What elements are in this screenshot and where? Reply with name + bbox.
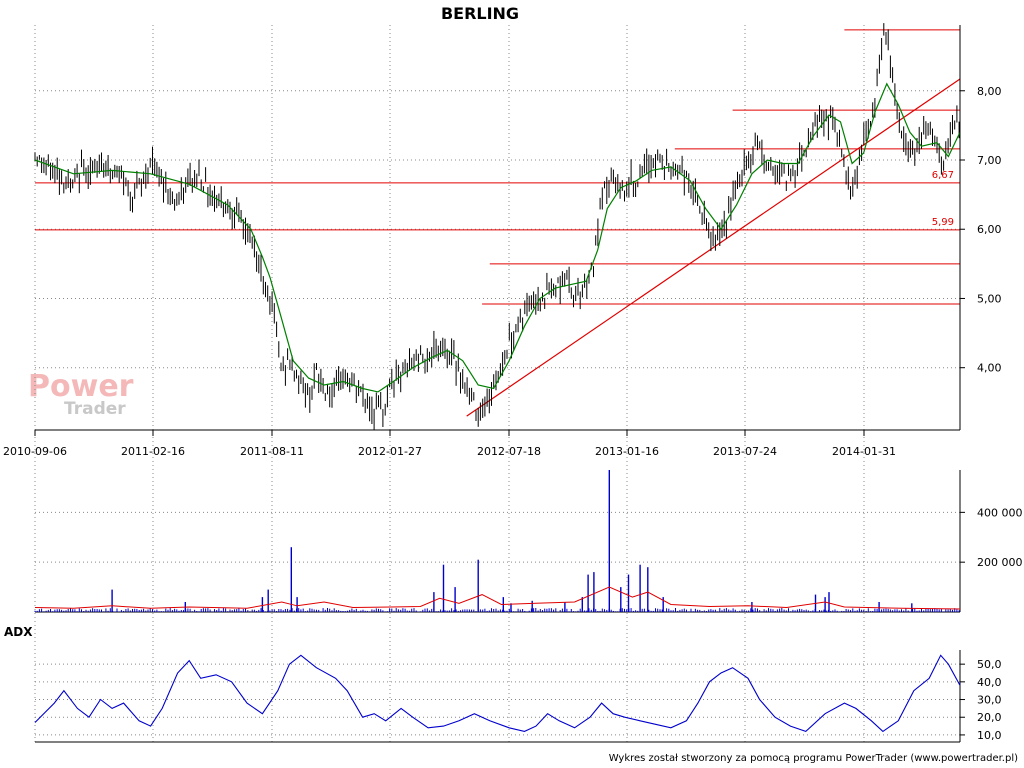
watermark-trader: Trader <box>64 399 126 419</box>
watermark-power: Power <box>28 369 134 404</box>
adx-tick-label-0: 10,0 <box>977 729 1002 742</box>
support-resistance-levels: 6,67 5,99 <box>35 29 961 417</box>
volume-average-line <box>34 586 961 610</box>
x-tick-label-7: 2014-01-31 <box>832 445 896 458</box>
adx-tick-label-2: 30,0 <box>977 694 1002 707</box>
adx-tick-label-4: 50,0 <box>977 658 1002 671</box>
adx-panel: 10,0 20,0 30,0 40,0 50,0 <box>34 650 1002 743</box>
watermark: Power Trader <box>28 369 134 419</box>
volume-tick-label-1: 400 000 <box>977 506 1023 519</box>
y-tick-label-2: 6,00 <box>977 223 1002 236</box>
chart-title: BERLING <box>441 4 519 23</box>
x-tick-label-1: 2011-02-16 <box>121 445 185 458</box>
y-tick-label-0: 4,00 <box>977 362 1002 375</box>
axes: 2010-09-06 2011-02-16 2011-08-11 2012-01-27… <box>3 25 1002 458</box>
sma-line <box>34 82 961 393</box>
y-tick-label-3: 7,00 <box>977 154 1002 167</box>
footer-credit: Wykres został stworzony za pomocą progra… <box>609 753 1018 764</box>
volume-panel: 200 000 400 000 <box>34 470 1023 613</box>
level-label-3: 6,67 <box>932 170 954 181</box>
y-tick-label-1: 5,00 <box>977 292 1002 305</box>
x-tick-label-0: 2010-09-06 <box>3 445 67 458</box>
price-series <box>34 23 961 431</box>
x-tick-label-3: 2012-01-27 <box>358 445 422 458</box>
x-tick-label-2: 2011-08-11 <box>240 445 304 458</box>
level-label-4: 5,99 <box>932 217 954 228</box>
x-tick-label-4: 2012-07-18 <box>477 445 541 458</box>
adx-line <box>34 654 961 733</box>
adx-tick-label-1: 20,0 <box>977 711 1002 724</box>
volume-tick-label-0: 200 000 <box>977 556 1023 569</box>
adx-label: ADX <box>4 625 33 639</box>
y-tick-label-4: 8,00 <box>977 85 1002 98</box>
grid <box>34 25 960 742</box>
adx-tick-label-3: 40,0 <box>977 676 1002 689</box>
x-tick-label-6: 2013-07-24 <box>713 445 777 458</box>
x-tick-label-5: 2013-01-16 <box>595 445 659 458</box>
trendline <box>466 78 961 417</box>
